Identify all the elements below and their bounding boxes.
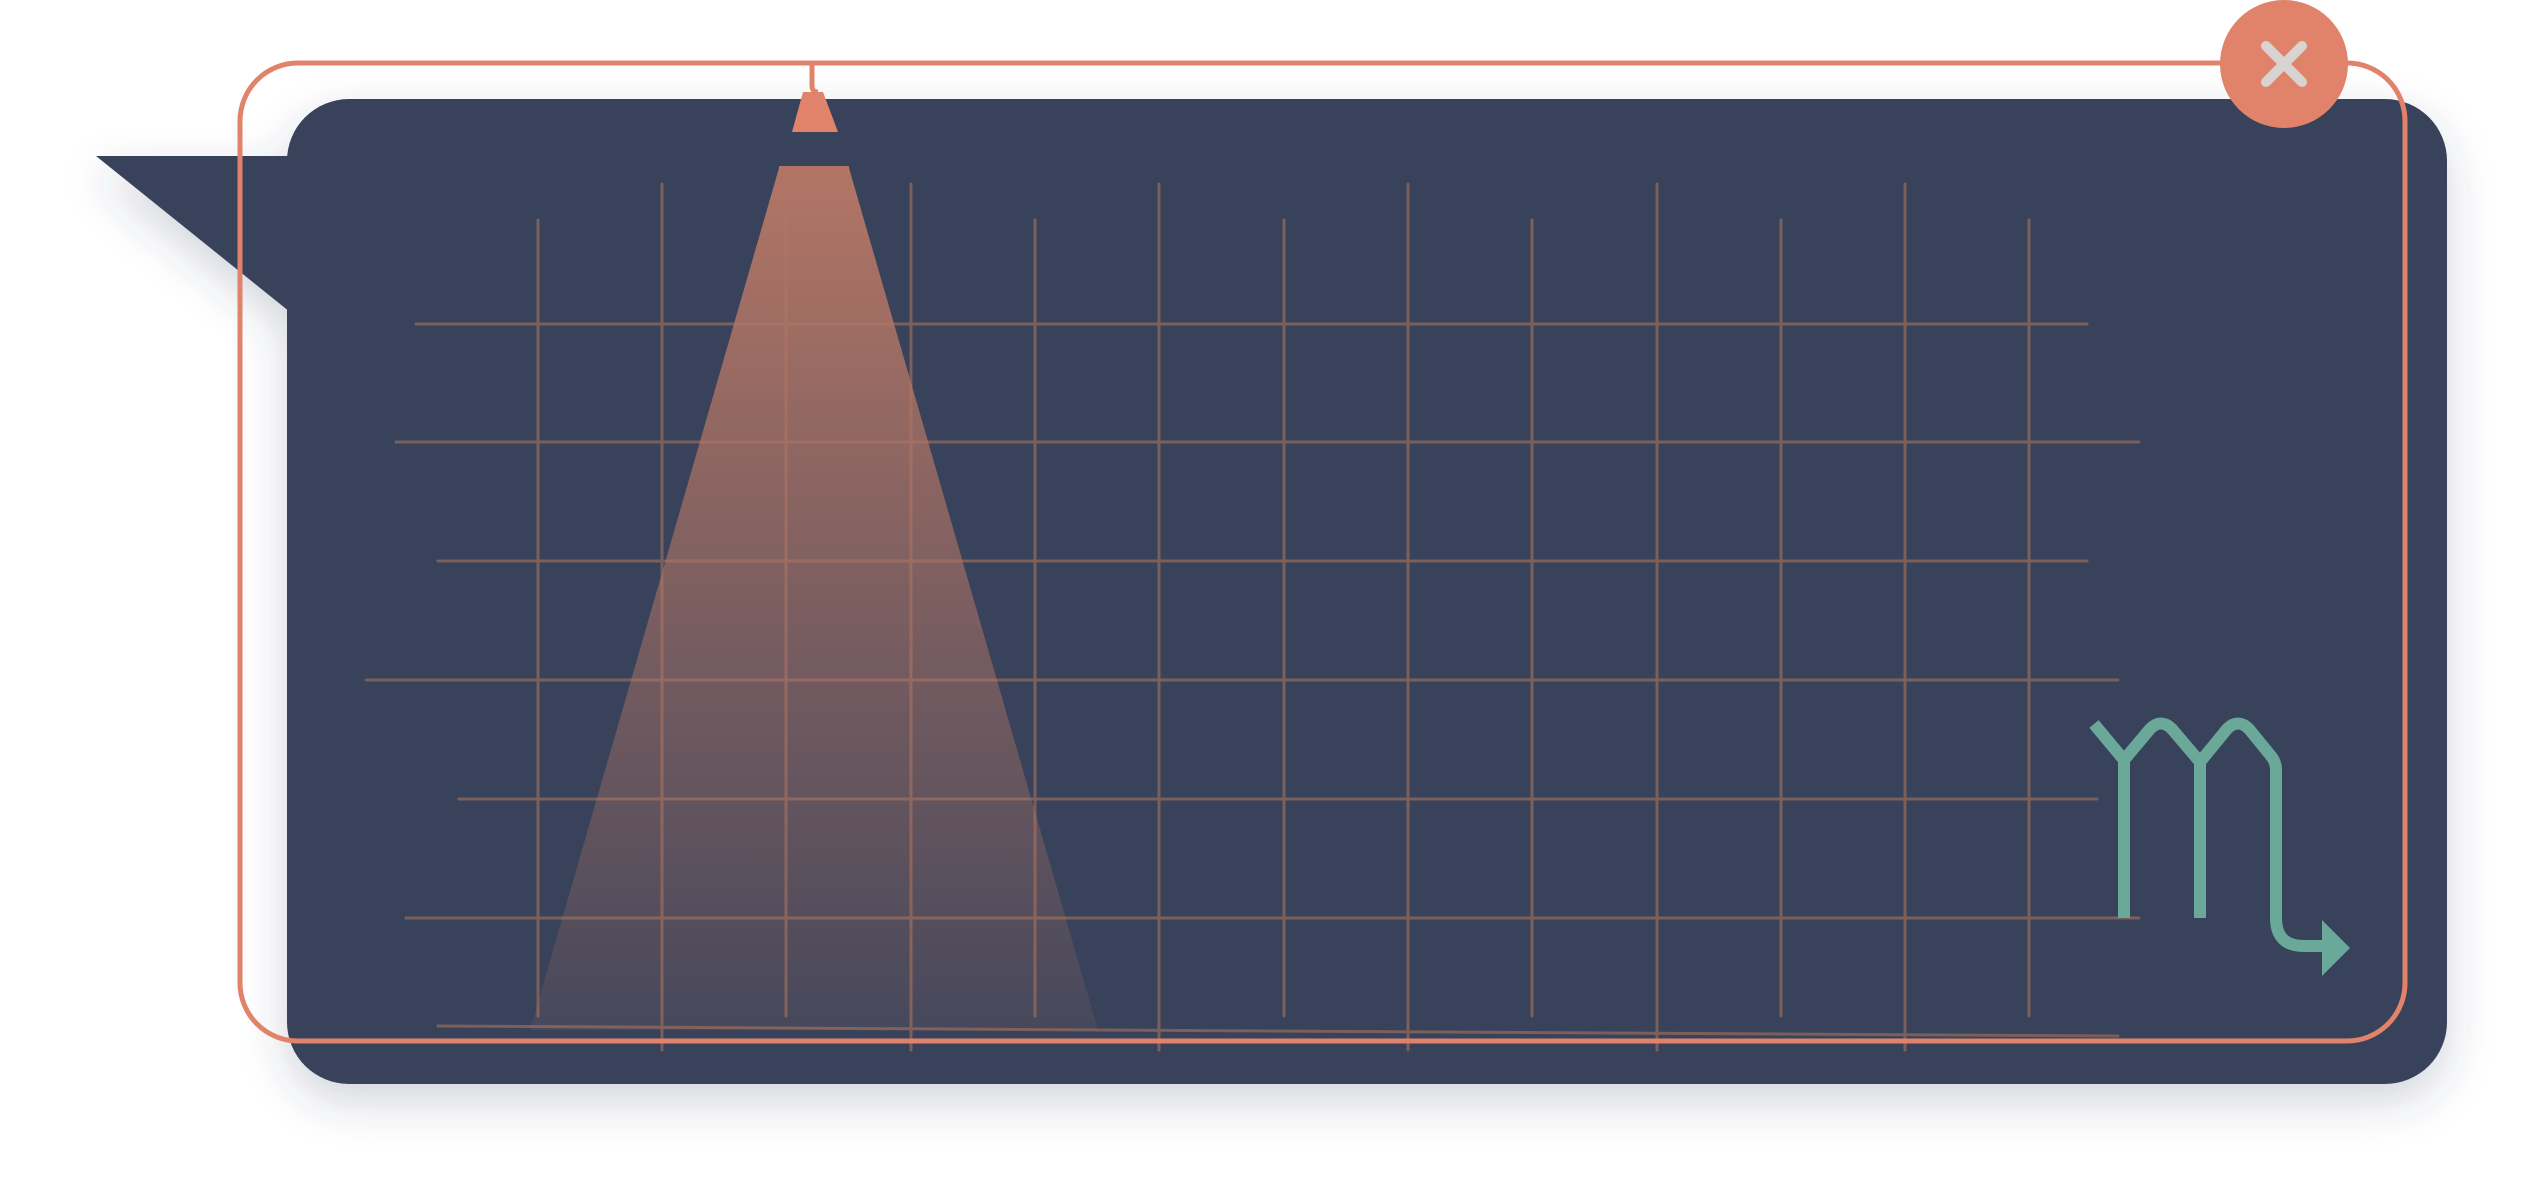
close-icon	[2261, 41, 2307, 87]
spotlight	[530, 166, 1098, 1030]
card-body	[96, 99, 2447, 1084]
outline-frame	[237, 60, 2408, 1044]
spotlight-top	[779, 166, 849, 172]
card-tail	[96, 156, 290, 312]
close-button[interactable]	[2220, 0, 2348, 128]
spotlight-beam	[530, 168, 1098, 1030]
scorpio-icon	[2089, 717, 2350, 976]
spotlight-lamp-icon	[792, 63, 838, 132]
